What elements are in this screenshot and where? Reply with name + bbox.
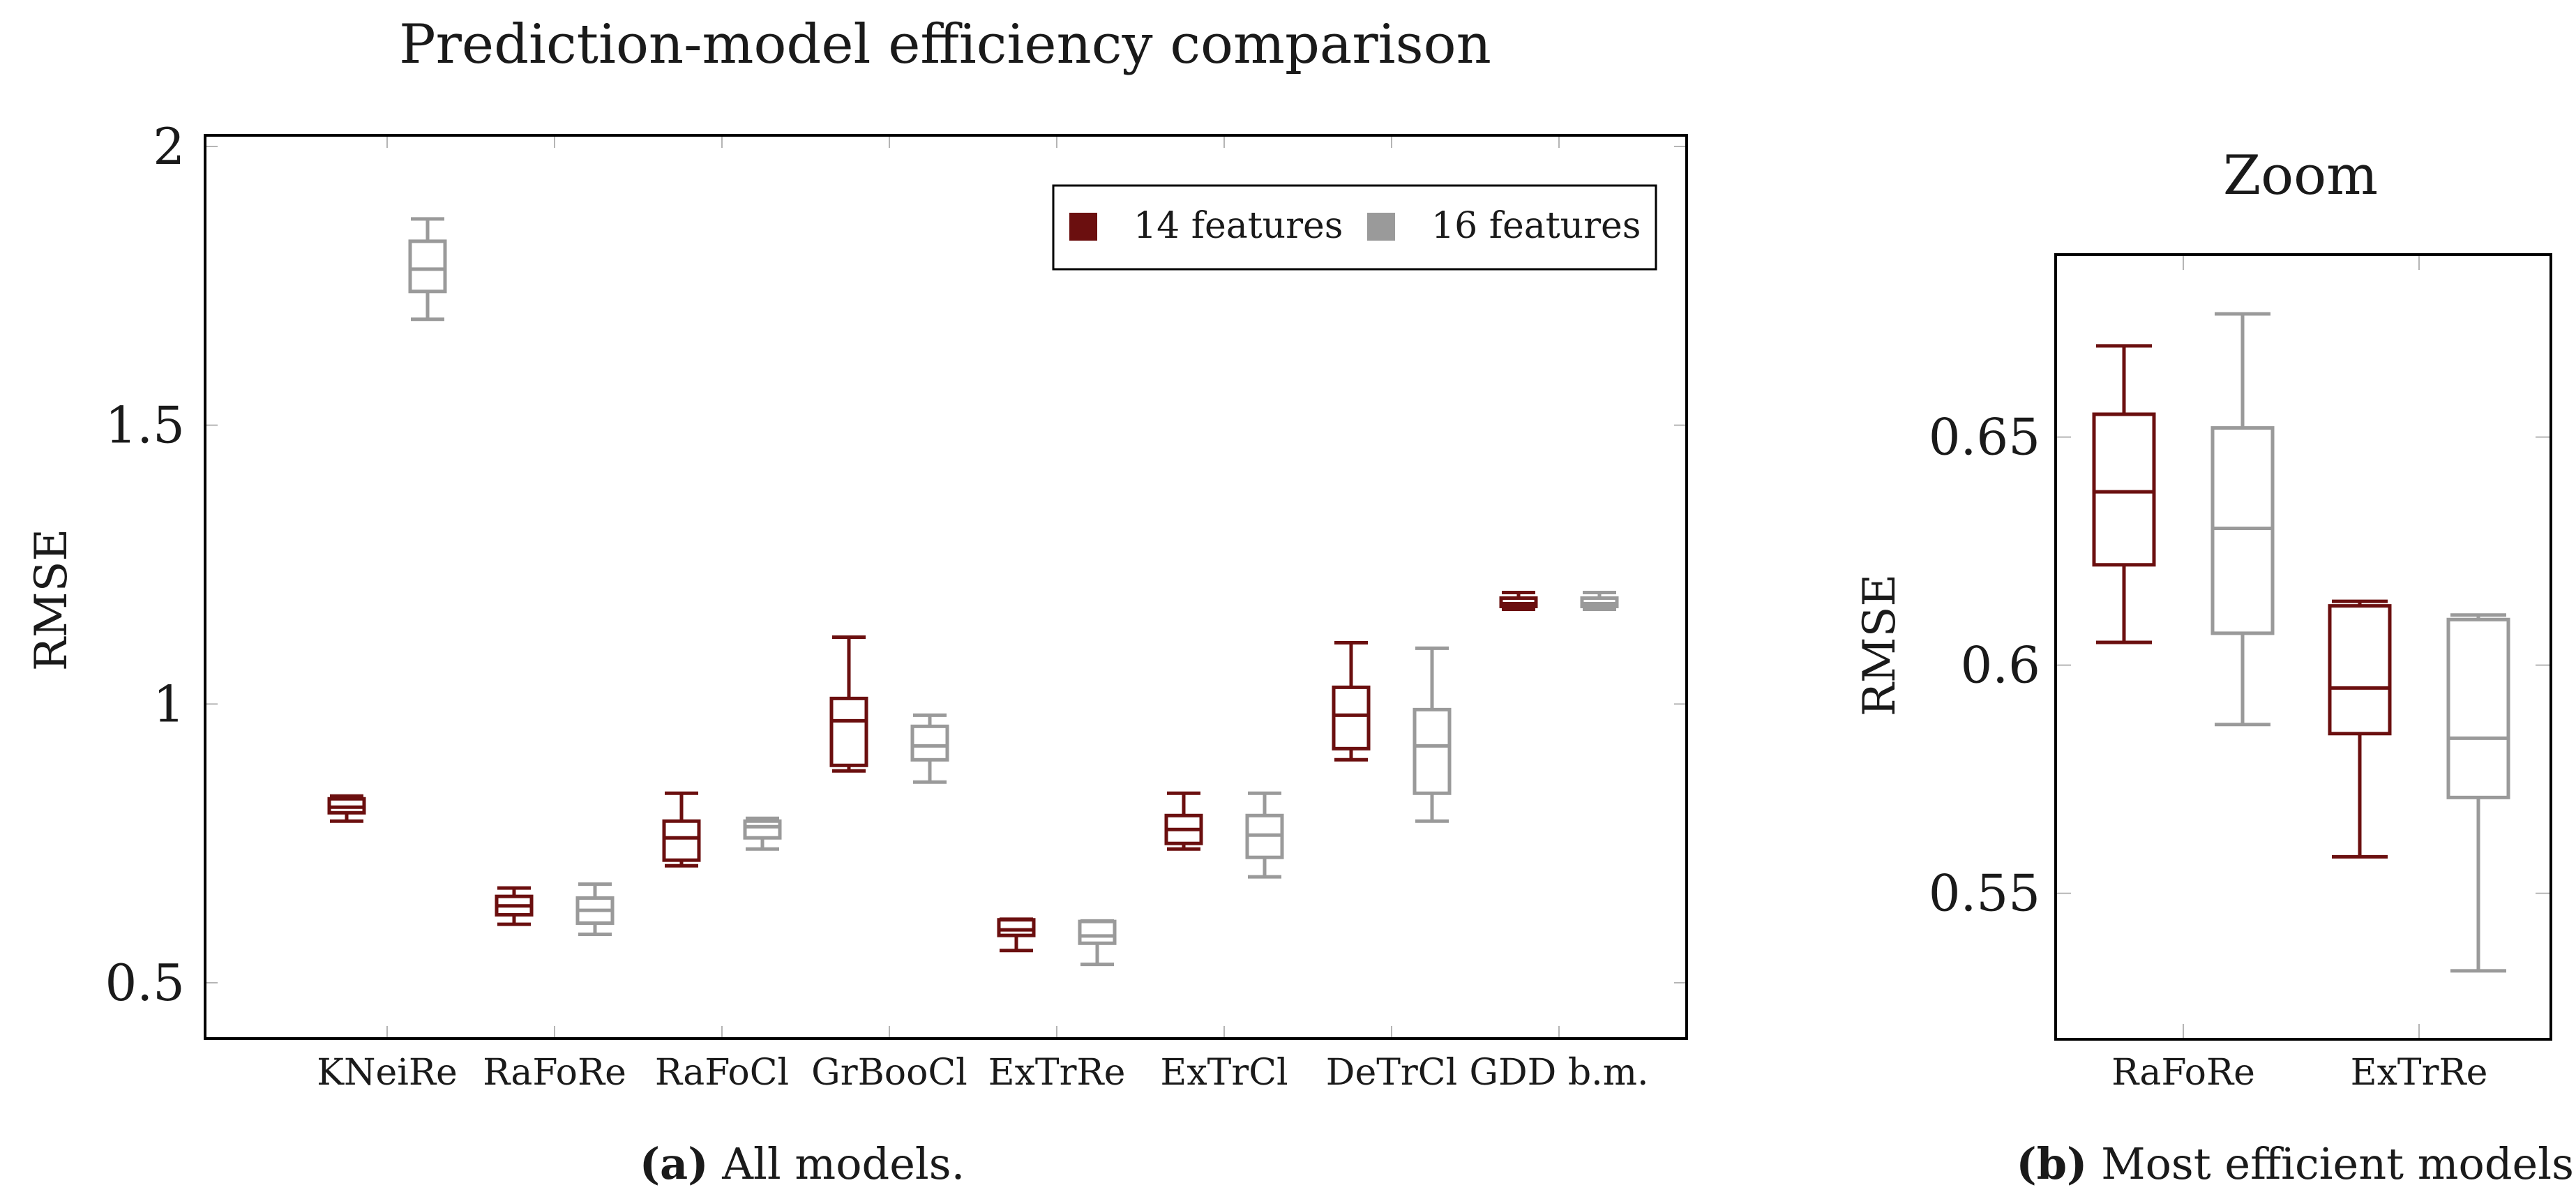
box-RaFoRe bbox=[2210, 312, 2275, 727]
series-16-features bbox=[408, 217, 1619, 967]
y-tick-label: 0.5 bbox=[105, 953, 185, 1012]
series-14-features bbox=[327, 590, 1538, 953]
y-tick-label: 1.5 bbox=[105, 396, 185, 455]
y-tick-label: 1 bbox=[153, 674, 185, 733]
chart-title: Prediction-model efficiency comparison bbox=[399, 13, 1491, 76]
caption-a: (a) All models. bbox=[640, 1138, 965, 1189]
legend-swatch-14-features bbox=[1069, 213, 1097, 241]
box-KNeiRe bbox=[408, 217, 447, 322]
box-iqr bbox=[997, 918, 1036, 937]
zoom-title: Zoom bbox=[2223, 144, 2378, 207]
legend-swatch-16-features bbox=[1367, 213, 1395, 241]
box-RaFoCl bbox=[743, 816, 782, 851]
x-category-label: ExTrRe bbox=[2351, 1052, 2488, 1094]
zoom-y-axis-label: RMSE bbox=[1854, 574, 1906, 716]
x-category-label: KNeiRe bbox=[317, 1052, 458, 1094]
panel-all-models: Prediction-model efficiency comparison R… bbox=[26, 13, 1688, 1189]
box-GDD b.m. bbox=[1499, 590, 1538, 611]
x-category-label: RaFoCl bbox=[655, 1052, 789, 1094]
box-iqr bbox=[910, 724, 949, 762]
zoom-x-axis-category-labels: RaFoRe ExTrRe bbox=[2111, 255, 2487, 1094]
box-iqr bbox=[1413, 707, 1452, 795]
box-iqr bbox=[743, 819, 782, 840]
x-category-label: GDD b.m. bbox=[1469, 1052, 1648, 1094]
x-category-label: GrBooCl bbox=[811, 1052, 967, 1094]
zoom-y-axis-ticks: 0.55 0.6 0.65 bbox=[1929, 408, 2551, 923]
box-iqr bbox=[2446, 617, 2510, 799]
y-axis-ticks: 0.5 1 1.5 2 bbox=[105, 117, 1687, 1012]
legend-label-16-features: 16 features bbox=[1431, 205, 1641, 247]
box-RaFoRe bbox=[495, 886, 534, 926]
box-iqr bbox=[408, 239, 447, 294]
box-ExTrRe bbox=[2446, 613, 2510, 973]
legend: 14 features 16 features bbox=[1052, 184, 1657, 271]
x-axis-category-labels: KNeiRe RaFoRe RaFoCl GrBooCl ExTrRe ExTrCl DeT… bbox=[317, 135, 1649, 1094]
box-RaFoRe bbox=[2092, 344, 2156, 644]
box-ExTrRe bbox=[2328, 599, 2392, 859]
box-GDD b.m. bbox=[1580, 590, 1619, 611]
legend-frame bbox=[1052, 184, 1657, 271]
y-axis-label: RMSE bbox=[26, 529, 77, 671]
box-iqr bbox=[2210, 426, 2275, 635]
box-iqr bbox=[2328, 604, 2392, 736]
x-category-label: ExTrRe bbox=[988, 1052, 1126, 1094]
y-tick-label: 0.55 bbox=[1929, 864, 2040, 923]
panel-zoom: Zoom RMSE 0.55 0.6 0.65 RaFoRe ExTrRe (b) M… bbox=[1854, 144, 2576, 1189]
box-DeTrCl bbox=[1332, 640, 1371, 762]
box-GrBooCl bbox=[910, 713, 949, 784]
x-category-label: RaFoRe bbox=[2111, 1052, 2255, 1094]
zoom-box-series bbox=[2092, 312, 2510, 973]
box-series bbox=[327, 217, 1619, 967]
box-iqr bbox=[1078, 919, 1117, 945]
x-category-label: RaFoRe bbox=[483, 1052, 626, 1094]
box-ExTrRe bbox=[1078, 919, 1117, 967]
box-ExTrCl bbox=[1164, 791, 1203, 851]
zoom-plot-frame bbox=[2054, 253, 2552, 1041]
box-iqr bbox=[829, 696, 868, 767]
box-iqr bbox=[662, 819, 701, 862]
box-iqr bbox=[2092, 412, 2156, 567]
box-iqr bbox=[1332, 685, 1371, 751]
y-tick-label: 0.6 bbox=[1960, 636, 2040, 695]
box-RaFoCl bbox=[662, 791, 701, 868]
y-tick-label: 0.65 bbox=[1929, 408, 2040, 467]
legend-label-14-features: 14 features bbox=[1133, 205, 1343, 247]
box-KNeiRe bbox=[327, 794, 366, 823]
box-RaFoRe bbox=[575, 882, 615, 937]
caption-b: (b) Most efficient models. bbox=[2016, 1138, 2576, 1189]
box-ExTrCl bbox=[1245, 791, 1284, 879]
box-ExTrRe bbox=[997, 917, 1036, 953]
plot-frame bbox=[204, 134, 1688, 1040]
box-GrBooCl bbox=[829, 635, 868, 773]
x-category-label: DeTrCl bbox=[1326, 1052, 1457, 1094]
box-DeTrCl bbox=[1413, 646, 1452, 823]
series-16-features bbox=[2210, 312, 2510, 973]
series-14-features bbox=[2092, 344, 2392, 859]
y-tick-label: 2 bbox=[153, 117, 185, 176]
x-category-label: ExTrCl bbox=[1160, 1052, 1288, 1094]
